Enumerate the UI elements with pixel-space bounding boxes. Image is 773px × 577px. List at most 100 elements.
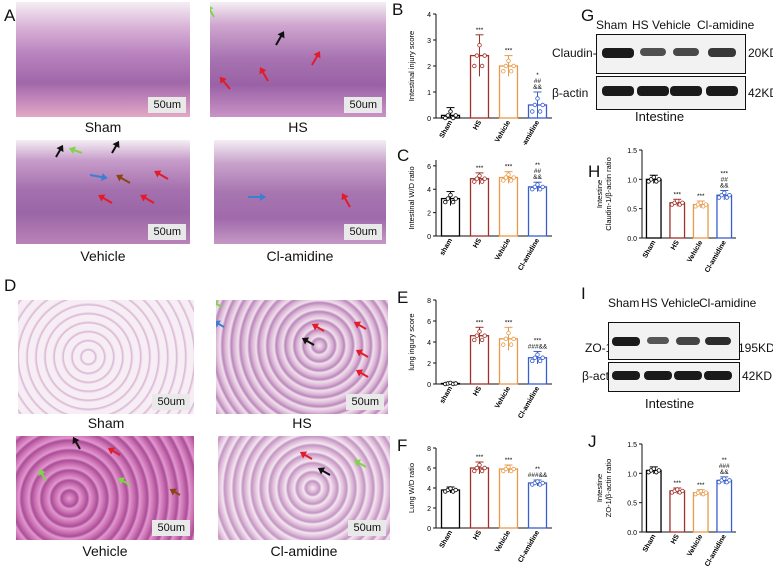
blot-g-lane-vehicle: Vehicle <box>652 18 691 32</box>
y-axis-label: IntestineZO-1/β-actin ratio <box>596 459 613 518</box>
black-arrow-icon <box>319 468 331 476</box>
data-point <box>506 330 511 336</box>
red-arrow-icon <box>141 195 155 204</box>
data-point <box>508 178 514 183</box>
panel-label-a: A <box>4 6 16 25</box>
data-point <box>716 195 722 200</box>
data-point <box>724 195 730 200</box>
bar <box>469 178 490 237</box>
significance-label: *** <box>505 48 513 55</box>
blue-arrow-icon <box>216 321 225 328</box>
data-point <box>445 113 451 118</box>
y-axis-label: IntestineClaudin-1/β-actin ratio <box>596 157 613 231</box>
black-arrow-icon <box>275 32 284 46</box>
y-tick-label: 8 <box>427 298 431 305</box>
significance-label: *** <box>673 480 681 487</box>
y-tick-label: 8 <box>427 446 431 453</box>
data-point <box>656 468 662 473</box>
y-tick-label: 4 <box>427 187 431 194</box>
significance-label: *** <box>505 319 513 326</box>
significance-label: *** <box>476 319 484 326</box>
bar <box>440 489 461 529</box>
data-point <box>508 342 514 347</box>
data-point <box>540 480 545 486</box>
data-point <box>530 109 535 114</box>
intestine-micrograph-vehicle: 50um <box>16 140 190 244</box>
data-point <box>474 465 480 471</box>
y-tick-label: 1.5 <box>627 148 637 155</box>
intestine-label-hs: HS <box>288 119 308 135</box>
data-point <box>479 337 485 343</box>
data-point <box>445 196 451 201</box>
data-point <box>472 63 477 69</box>
bar <box>692 492 709 533</box>
data-point <box>503 336 509 342</box>
intestine-label-cl-amidine: Cl-amidine <box>266 248 334 264</box>
x-tick-label: Vehicle <box>494 237 512 261</box>
data-point <box>472 179 477 184</box>
lung-label-vehicle: Vehicle <box>82 543 128 559</box>
bar <box>527 186 548 237</box>
y-tick-label: 4 <box>427 12 431 19</box>
data-point <box>535 182 540 187</box>
blot-i-size-zo1: 195KD <box>738 341 773 355</box>
x-tick-label: Cl-amidine <box>704 239 728 274</box>
blue-arrow-icon <box>248 193 266 201</box>
green-arrow-icon <box>355 460 367 468</box>
significance-label: *** <box>673 191 681 198</box>
scale-bar-label: 50um <box>344 97 382 113</box>
significance-label: *** <box>720 170 728 177</box>
y-tick-label: 1.0 <box>627 471 637 478</box>
black-arrow-icon <box>303 338 315 346</box>
black-arrow-icon <box>73 438 81 450</box>
scale-bar-label: 50um <box>148 97 186 113</box>
blot-i-lane-cl-amidine: Cl-amidine <box>699 296 757 310</box>
significance-label: *** <box>505 457 513 464</box>
data-point <box>511 336 516 342</box>
data-point <box>535 352 540 357</box>
data-point <box>698 200 703 205</box>
intestine-label-sham: Sham <box>84 119 122 135</box>
bar <box>716 194 733 239</box>
significance-label: *** <box>476 454 484 461</box>
red-arrow-icon <box>109 448 121 456</box>
x-tick-label: HS <box>472 237 483 249</box>
panel-label-e: E <box>397 288 409 307</box>
intestine-micrograph-cl-amidine: 50um <box>214 140 386 244</box>
red-arrow-icon <box>99 195 113 204</box>
blot-i-size-actin: 42KD <box>742 369 773 383</box>
data-point <box>651 466 656 471</box>
panel-label-h: H <box>588 162 601 181</box>
y-tick-label: 1.0 <box>627 177 637 184</box>
x-tick-label: Sham <box>642 240 658 260</box>
chart-f: 0 2 4 6 8 Lung W/D ratio Sham *** HS *** Vehicle **… <box>407 446 552 564</box>
red-arrow-icon <box>220 77 231 90</box>
data-point <box>540 184 545 190</box>
data-point <box>722 476 727 481</box>
significance-label: *** <box>505 164 513 171</box>
y-axis-label: Intestinal injury score <box>407 31 416 101</box>
y-tick-label: 0.0 <box>627 236 637 243</box>
significance-label: ###&& <box>528 472 548 479</box>
blot-i-lane-sham: Sham <box>608 296 640 310</box>
blot-band <box>670 86 702 96</box>
y-axis-label: lung ingury score <box>407 313 416 370</box>
blot-band <box>647 337 669 345</box>
significance-label: ## <box>534 78 542 85</box>
data-point <box>443 115 448 121</box>
lung-micrograph-sham: 50um <box>18 300 194 414</box>
y-tick-label: 0 <box>427 382 431 389</box>
data-point <box>482 53 487 58</box>
blot-band <box>637 86 669 96</box>
green-arrow-icon <box>70 147 83 154</box>
significance-label: ** <box>535 466 541 473</box>
blot-g-tissue: Intestine <box>635 109 685 124</box>
green-arrow-icon <box>119 478 131 486</box>
x-tick-label: Cl-amidine <box>517 237 541 272</box>
x-tick-label: HS <box>670 239 681 251</box>
blot-band <box>704 371 732 380</box>
data-point <box>722 190 727 196</box>
y-tick-label: 1 <box>427 90 431 97</box>
data-point <box>540 102 545 108</box>
red-arrow-icon <box>301 452 313 460</box>
